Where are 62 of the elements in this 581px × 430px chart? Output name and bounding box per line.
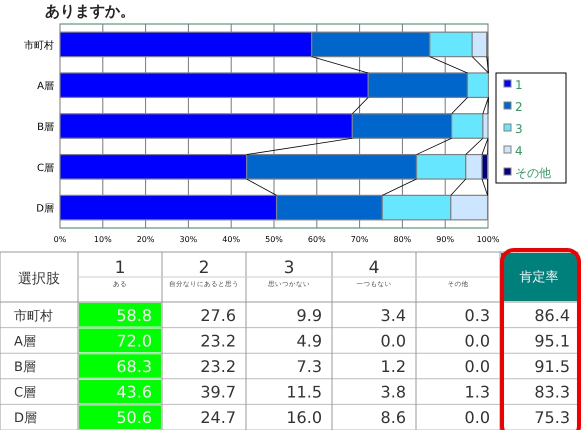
x-tick-label: 80% [394, 235, 412, 244]
text: 4 [368, 258, 380, 278]
legend-label: その他 [515, 166, 551, 180]
x-tick-label: 90% [436, 235, 454, 244]
text: 11.5 [286, 382, 322, 402]
text: 0.0 [464, 357, 490, 376]
text: 23.2 [200, 331, 236, 350]
text: 3.4 [380, 306, 406, 325]
y-tick-label: 市町村 [24, 39, 54, 52]
x-tick-label: 100% [476, 235, 500, 244]
y-tick-label: B層 [37, 122, 54, 133]
text: 0.0 [464, 408, 490, 428]
legend-label: 1 [515, 78, 523, 92]
text: 肯定率 [520, 269, 558, 285]
text: 1 [114, 258, 126, 278]
category-label: D層 [14, 411, 38, 426]
x-tick-label: 30% [180, 235, 198, 244]
text: 0.0 [464, 331, 490, 350]
text: 1.2 [380, 357, 406, 376]
text: 39.7 [200, 382, 236, 402]
text: 9.9 [296, 306, 322, 325]
legend-label: 2 [515, 100, 523, 114]
text: 0.3 [464, 306, 490, 325]
text: 83.3 [534, 382, 570, 402]
text: 24.7 [200, 408, 236, 428]
text: 0.0 [380, 331, 406, 350]
category-label: B層 [14, 360, 36, 375]
legend-label: 4 [515, 144, 523, 158]
category-label: A層 [14, 334, 36, 350]
text: 3.8 [380, 382, 406, 402]
category-label: C層 [14, 386, 36, 401]
text: 86.4 [534, 306, 570, 325]
text: 4.9 [296, 331, 322, 350]
y-tick-label: D層 [36, 204, 54, 215]
x-tick-label: 20% [136, 235, 155, 244]
text: 選択肢 [18, 271, 60, 287]
text: 8.6 [380, 408, 406, 428]
text: 68.3 [116, 357, 152, 376]
text: 3 [284, 258, 294, 278]
x-tick-label: 10% [94, 235, 112, 244]
x-tick-label: 50% [265, 235, 284, 244]
y-tick-label: A層 [37, 81, 54, 92]
text: 72.0 [116, 331, 152, 350]
chart-title: ありますか。 [45, 2, 135, 20]
text: 95.1 [534, 331, 570, 350]
x-tick-label: 60% [308, 235, 326, 244]
text: 16.0 [286, 408, 322, 428]
text: 43.6 [116, 382, 152, 402]
x-tick-label: 70% [350, 235, 369, 244]
text: 1.3 [464, 382, 490, 402]
text: 91.5 [534, 357, 570, 376]
x-tick-label: 40% [222, 235, 240, 244]
y-tick-label: C層 [37, 162, 54, 174]
text: 50.6 [116, 408, 152, 428]
text: 27.6 [200, 306, 236, 325]
text: 2 [198, 258, 210, 278]
text: 75.3 [534, 408, 570, 428]
x-tick-label: 0% [54, 235, 67, 244]
text: 23.2 [200, 357, 236, 376]
text: 7.3 [296, 357, 322, 376]
legend-label: 3 [515, 122, 523, 136]
text: 58.8 [116, 306, 152, 325]
